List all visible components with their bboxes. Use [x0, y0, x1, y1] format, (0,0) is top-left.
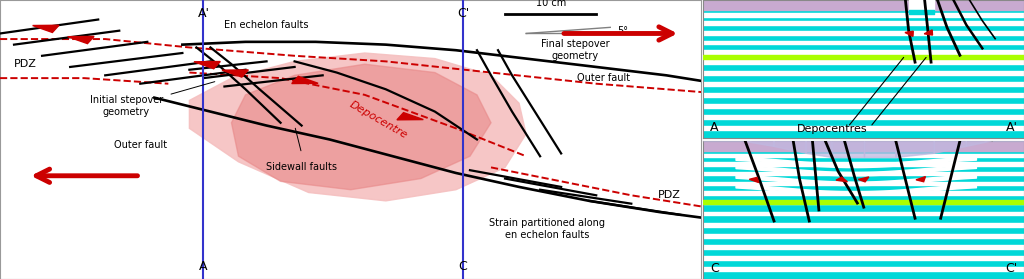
Polygon shape [831, 141, 864, 157]
Text: Sidewall faults: Sidewall faults [266, 162, 337, 172]
Polygon shape [774, 141, 806, 153]
Polygon shape [836, 177, 848, 182]
Text: A: A [199, 260, 208, 273]
Polygon shape [864, 141, 896, 157]
Text: Strain partitioned along
en echelon faults: Strain partitioned along en echelon faul… [489, 218, 605, 240]
Polygon shape [292, 76, 318, 84]
Polygon shape [934, 141, 967, 153]
Polygon shape [858, 177, 869, 182]
Text: 5°: 5° [617, 26, 629, 36]
Text: C: C [710, 262, 719, 275]
Polygon shape [916, 177, 926, 182]
Text: PDZ: PDZ [657, 190, 680, 200]
Polygon shape [397, 113, 423, 120]
Text: Outer fault: Outer fault [114, 140, 167, 150]
Text: En echelon faults: En echelon faults [224, 20, 309, 30]
Polygon shape [742, 141, 774, 146]
Polygon shape [33, 25, 59, 32]
Text: A: A [710, 121, 719, 134]
Text: Final stepover
geometry: Final stepover geometry [541, 39, 609, 61]
Text: Initial stepover
geometry: Initial stepover geometry [90, 95, 163, 117]
Polygon shape [905, 31, 913, 36]
Polygon shape [222, 70, 249, 77]
Polygon shape [806, 141, 831, 157]
Polygon shape [896, 141, 934, 157]
Text: Outer fault: Outer fault [577, 73, 630, 83]
Text: C': C' [457, 7, 469, 20]
Polygon shape [189, 53, 526, 201]
Polygon shape [750, 177, 759, 182]
Polygon shape [68, 36, 94, 44]
Text: Depocentres: Depocentres [797, 124, 867, 134]
Text: C: C [459, 260, 467, 273]
Text: PDZ: PDZ [14, 59, 37, 69]
Text: A': A' [1006, 121, 1018, 134]
Polygon shape [231, 64, 492, 190]
Text: A': A' [198, 7, 210, 20]
Text: 10 cm: 10 cm [536, 0, 565, 8]
Polygon shape [194, 61, 220, 69]
Polygon shape [967, 141, 992, 146]
Text: C': C' [1006, 262, 1018, 275]
Polygon shape [925, 30, 933, 35]
Text: Depocentre: Depocentre [348, 99, 410, 141]
